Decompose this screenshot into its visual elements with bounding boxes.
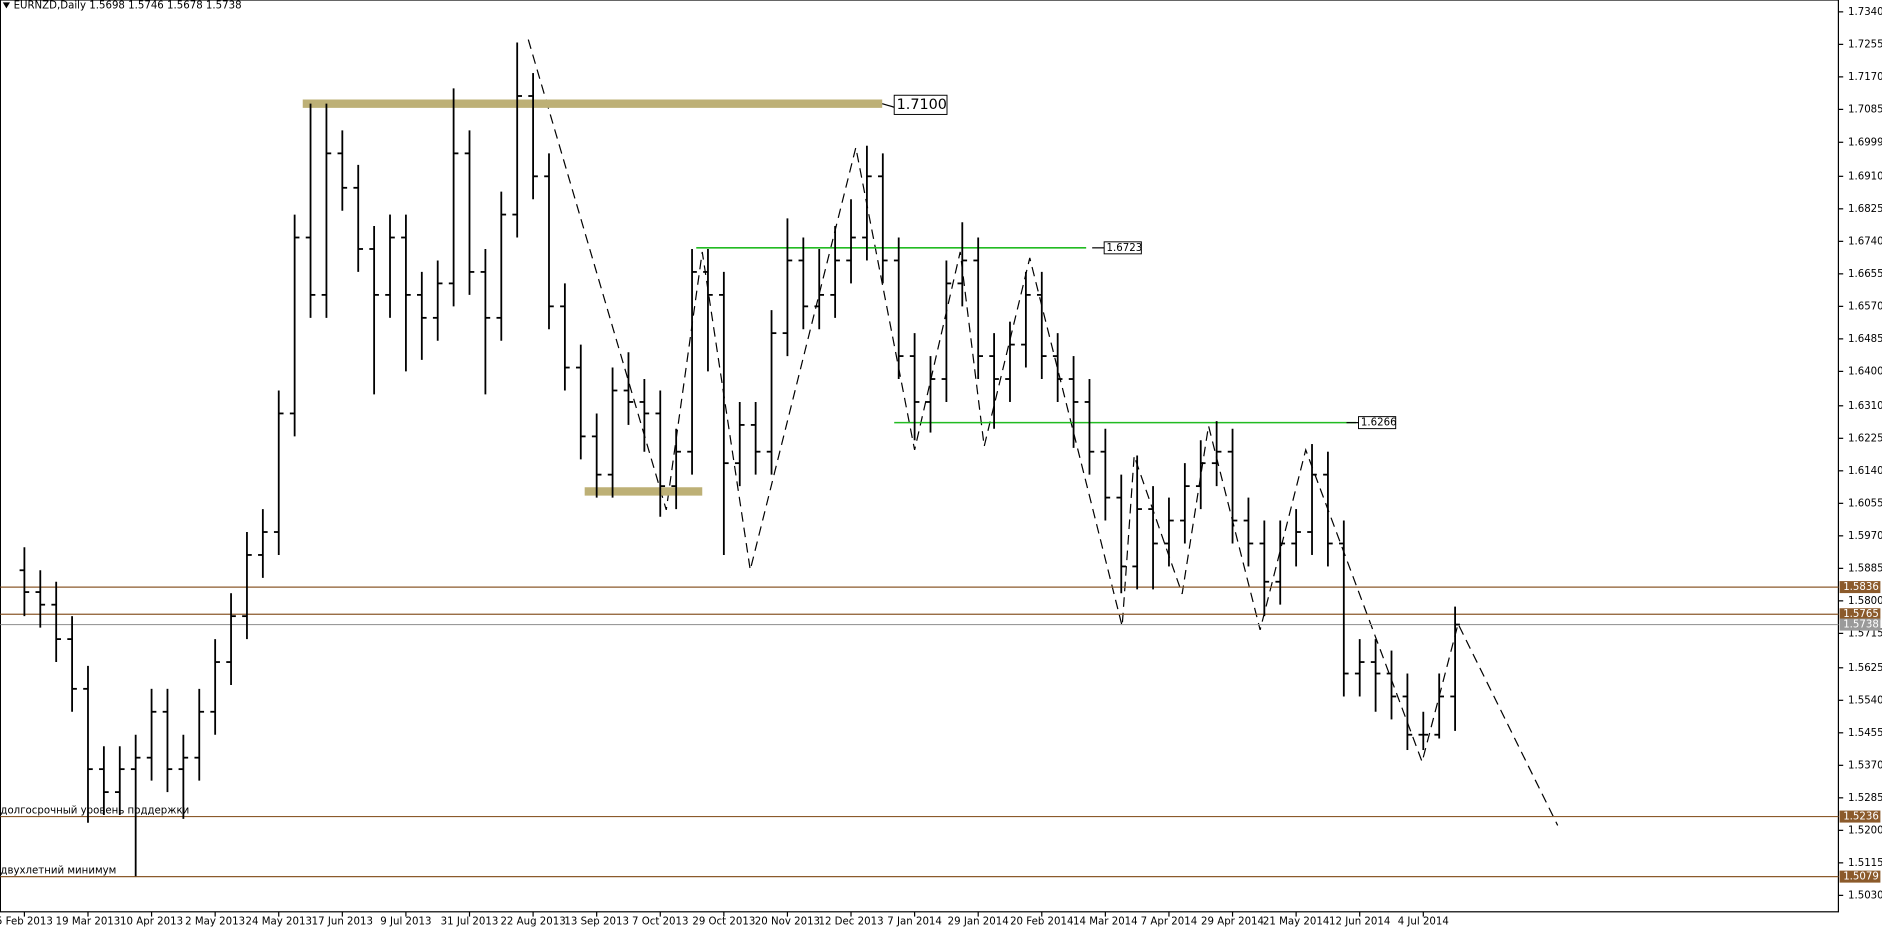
x-tick-label: 29 Oct 2013 <box>692 916 755 927</box>
price-level-box <box>1839 608 1881 621</box>
y-tick-label: 1.7255 <box>1848 39 1882 50</box>
x-tick-label: 9 Jul 2013 <box>380 916 431 927</box>
plot-frame <box>0 0 1840 913</box>
x-tick-label: 29 Apr 2014 <box>1201 916 1264 927</box>
x-tick-label: 7 Apr 2014 <box>1141 916 1198 927</box>
x-tick-label: 14 Mar 2014 <box>1073 916 1138 927</box>
y-tick-label: 1.5625 <box>1848 663 1882 674</box>
x-tick-label: 20 Nov 2013 <box>755 916 820 927</box>
x-tick-label: 19 Mar 2013 <box>56 916 121 927</box>
y-tick-label: 1.6225 <box>1848 433 1882 444</box>
level-label-box <box>1358 416 1397 430</box>
y-tick-label: 1.6910 <box>1848 171 1882 182</box>
y-tick-label: 1.6999 <box>1848 137 1882 148</box>
x-tick-label: 20 Feb 2014 <box>1010 916 1073 927</box>
price-level-label: 1.5738 <box>1843 620 1879 631</box>
zigzag-drawing <box>527 39 1559 826</box>
annotation: двухлетний минимум <box>0 866 116 877</box>
y-tick-label: 1.5800 <box>1848 596 1882 607</box>
y-tick-label: 1.5030 <box>1848 890 1882 901</box>
y-tick-label: 1.5285 <box>1848 793 1882 804</box>
price-level-label: 1.5765 <box>1843 609 1879 620</box>
annotation: долгосрочный уровень поддержки <box>0 806 189 817</box>
y-tick-label: 1.5200 <box>1848 825 1882 836</box>
level-label: 1.6723 <box>1107 243 1143 254</box>
x-tick-label: 2 May 2013 <box>185 916 245 927</box>
y-tick-label: 1.6825 <box>1848 204 1882 215</box>
y-tick-label: 1.5715 <box>1848 628 1882 639</box>
x-tick-label: 21 May 2014 <box>1263 916 1329 927</box>
y-tick-label: 1.5115 <box>1848 858 1882 869</box>
chart-title: EURNZD,Daily 1.5698 1.5746 1.5678 1.5738 <box>14 0 242 11</box>
price-level-box <box>1839 870 1881 883</box>
x-tick-label: 4 Jul 2014 <box>1398 916 1449 927</box>
menu-arrow <box>2 2 11 9</box>
level-label: 1.6266 <box>1361 418 1397 429</box>
y-tick-label: 1.7340 <box>1848 7 1882 18</box>
level-connector <box>882 103 895 108</box>
y-tick-label: 1.6310 <box>1848 401 1882 412</box>
level-label-box <box>893 94 948 115</box>
price-level-label: 1.5836 <box>1843 582 1879 593</box>
y-tick-label: 1.6140 <box>1848 466 1882 477</box>
y-tick-label: 1.5885 <box>1848 563 1882 574</box>
price-level-label: 1.5236 <box>1843 812 1879 823</box>
y-tick-label: 1.6570 <box>1848 301 1882 312</box>
x-tick-label: 5 Feb 2013 <box>0 916 53 927</box>
y-tick-label: 1.7085 <box>1848 104 1882 115</box>
level-label: 1.7100 <box>897 97 947 113</box>
y-tick-label: 1.5370 <box>1848 760 1882 771</box>
y-tick-label: 1.6400 <box>1848 366 1882 377</box>
price-level-box <box>1839 810 1881 823</box>
x-tick-label: 24 May 2013 <box>246 916 312 927</box>
y-tick-label: 1.7170 <box>1848 72 1882 83</box>
price-level-label: 1.5079 <box>1843 872 1879 883</box>
y-tick-label: 1.5970 <box>1848 531 1882 542</box>
x-tick-label: 10 Apr 2013 <box>120 916 183 927</box>
x-tick-label: 7 Oct 2013 <box>632 916 689 927</box>
x-tick-label: 22 Aug 2013 <box>500 916 565 927</box>
y-tick-label: 1.6740 <box>1848 236 1882 247</box>
x-tick-label: 13 Sep 2013 <box>564 916 629 927</box>
price-level-box <box>1839 581 1881 594</box>
y-tick-label: 1.6485 <box>1848 334 1882 345</box>
y-tick-label: 1.5455 <box>1848 728 1882 739</box>
x-tick-label: 7 Jan 2014 <box>887 916 942 927</box>
x-tick-label: 12 Dec 2013 <box>818 916 883 927</box>
level-label-box <box>1103 241 1142 255</box>
x-tick-label: 17 Jun 2013 <box>312 916 373 927</box>
x-tick-label: 12 Jun 2014 <box>1329 916 1390 927</box>
price-level-box <box>1839 618 1881 631</box>
x-tick-label: 31 Jul 2013 <box>441 916 499 927</box>
y-tick-label: 1.6655 <box>1848 269 1882 280</box>
y-tick-label: 1.6055 <box>1848 498 1882 509</box>
y-tick-label: 1.5540 <box>1848 695 1882 706</box>
x-tick-label: 29 Jan 2014 <box>948 916 1009 927</box>
